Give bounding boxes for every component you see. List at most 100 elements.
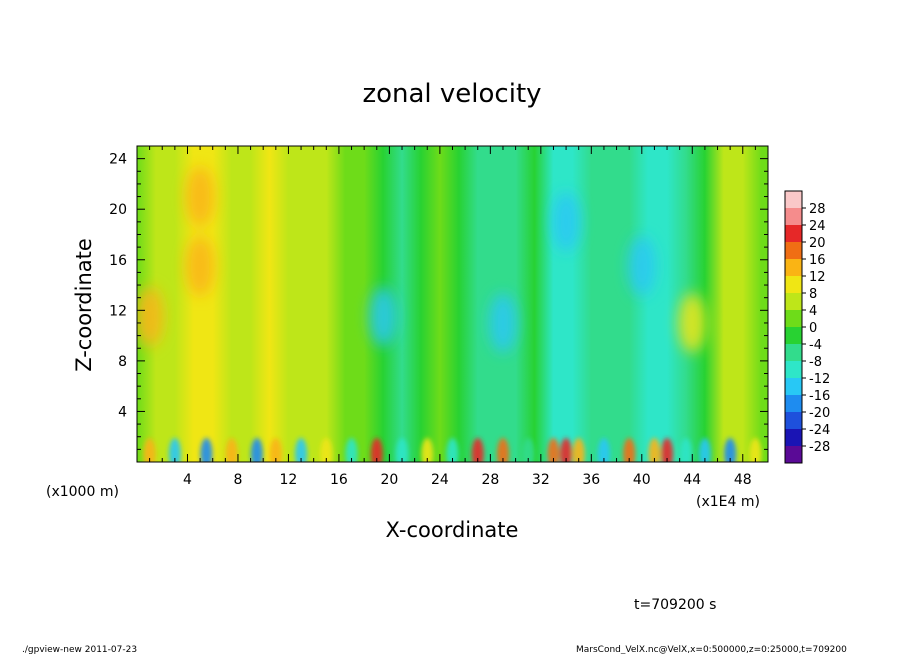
colorbar-label: 16 <box>809 253 826 268</box>
velocity-feature <box>552 191 581 252</box>
colorbar-segment <box>785 429 802 446</box>
colorbar-label: 20 <box>809 236 826 251</box>
x-tick-label: 32 <box>532 472 550 488</box>
x-tick-label: 8 <box>233 472 242 488</box>
x-tick-label: 20 <box>380 472 398 488</box>
y-axis-label: Z-coordinate <box>72 238 96 372</box>
colorbar-label: -8 <box>809 355 822 370</box>
colorbar-label: 0 <box>809 321 817 336</box>
colorbar-segment <box>785 242 802 259</box>
surface-cell <box>168 438 181 462</box>
time-stamp: t=709200 s <box>634 597 716 613</box>
x-tick-label: 16 <box>330 472 348 488</box>
colorbar-segment <box>785 293 802 310</box>
x-tick-label: 4 <box>183 472 192 488</box>
footer-right: MarsCond_VelX.nc@VelX,x=0:500000,z=0:250… <box>576 645 847 654</box>
surface-cell <box>679 438 692 462</box>
heatmap-features <box>137 166 707 353</box>
colorbar-segment <box>785 225 802 242</box>
surface-cell <box>396 438 409 462</box>
x-tick-label: 40 <box>633 472 651 488</box>
colorbar-segment <box>785 310 802 327</box>
velocity-feature <box>369 286 398 347</box>
surface-cell <box>345 438 358 462</box>
colorbar-segment <box>785 446 802 463</box>
surface-cell <box>661 438 674 462</box>
colorbar-label: -16 <box>809 389 830 404</box>
colorbar-label: -24 <box>809 423 830 438</box>
colorbar-label: -12 <box>809 372 830 387</box>
surface-cell <box>471 438 484 462</box>
colorbar-segment <box>785 395 802 412</box>
surface-cell <box>250 438 263 462</box>
surface-cell <box>446 438 459 462</box>
velocity-feature <box>488 292 517 353</box>
surface-cell <box>698 438 711 462</box>
chart-title: zonal velocity <box>362 79 541 109</box>
heatmap-surface-cells <box>143 438 762 462</box>
heatmap-field <box>137 146 768 462</box>
colorbar-segment <box>785 412 802 429</box>
y-tick-label: 4 <box>118 404 127 420</box>
colorbar-label: 8 <box>809 287 817 302</box>
colorbar-label: 24 <box>809 219 826 234</box>
surface-cell <box>421 438 434 462</box>
colorbar-label: 28 <box>809 202 826 217</box>
surface-cell <box>560 438 573 462</box>
y-tick-label: 12 <box>109 303 127 319</box>
x-tick-label: 44 <box>683 472 701 488</box>
colorbar-label: 4 <box>809 304 817 319</box>
x-axis-ticks: 4 8 12 16 20 24 28 32 36 40 44 48 <box>149 146 756 488</box>
surface-cell <box>320 438 333 462</box>
x-tick-label: 36 <box>582 472 600 488</box>
surface-cell <box>547 438 560 462</box>
heatmap-background <box>137 146 768 462</box>
surface-cell <box>225 438 238 462</box>
colorbar: -28 -24 -20 -16 -12 -8 -4 0 4 8 12 16 20 24 28 <box>784 190 830 464</box>
surface-cell <box>295 438 308 462</box>
velocity-feature <box>137 286 164 347</box>
colorbar-label: -28 <box>809 440 830 455</box>
y-tick-label: 16 <box>109 253 127 269</box>
colorbar-segment <box>785 361 802 378</box>
velocity-feature <box>186 236 215 297</box>
y-tick-label: 24 <box>109 152 127 168</box>
surface-cell <box>597 438 610 462</box>
surface-cell <box>749 438 762 462</box>
surface-cell <box>269 438 282 462</box>
surface-cell <box>572 438 585 462</box>
colorbar-segment <box>785 378 802 395</box>
footer-left: ./gpview-new 2011-07-23 <box>22 645 137 654</box>
colorbar-segment <box>785 327 802 344</box>
surface-cell <box>143 438 156 462</box>
x-tick-label: 12 <box>280 472 298 488</box>
velocity-feature <box>627 236 656 297</box>
colorbar-label: -20 <box>809 406 830 421</box>
surface-cell <box>496 438 509 462</box>
y-axis-ticks: 4 8 12 16 20 24 <box>109 152 768 450</box>
velocity-feature <box>678 292 707 353</box>
colorbar-segment <box>785 259 802 276</box>
colorbar-segment <box>785 208 802 225</box>
colorbar-label: -4 <box>809 338 822 353</box>
x-unit-label: (x1E4 m) <box>696 494 760 510</box>
x-axis-label: X-coordinate <box>386 518 519 542</box>
x-tick-label: 48 <box>734 472 752 488</box>
y-unit-label: (x1000 m) <box>46 484 119 500</box>
surface-cell <box>724 438 737 462</box>
colorbar-segment <box>785 344 802 361</box>
surface-cell <box>623 438 636 462</box>
surface-cell <box>648 438 661 462</box>
x-tick-label: 28 <box>481 472 499 488</box>
y-tick-label: 20 <box>109 202 127 218</box>
x-tick-label: 24 <box>431 472 449 488</box>
colorbar-label: 12 <box>809 270 826 285</box>
y-tick-label: 8 <box>118 354 127 370</box>
surface-cell <box>522 438 535 462</box>
surface-cell <box>370 438 383 462</box>
surface-cell <box>200 438 213 462</box>
colorbar-segment <box>785 276 802 293</box>
velocity-feature <box>186 166 215 227</box>
